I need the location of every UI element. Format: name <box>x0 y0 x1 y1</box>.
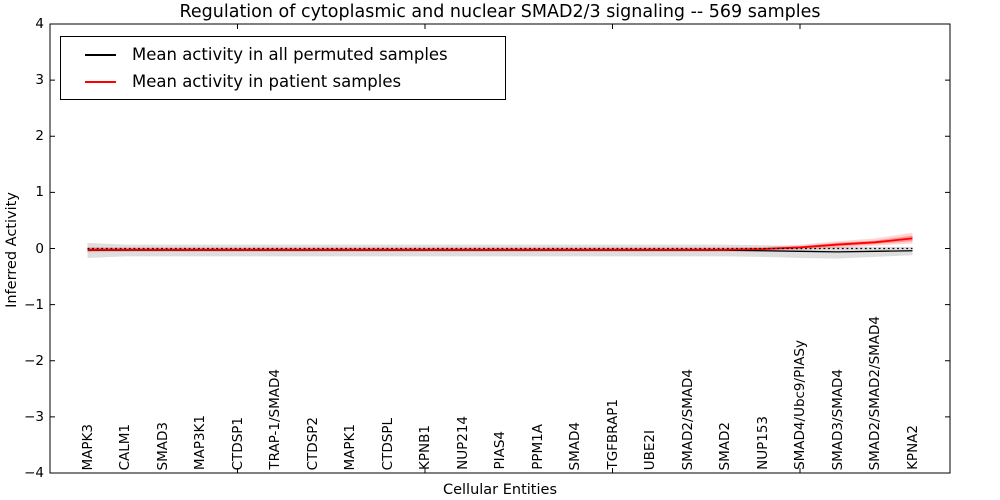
x-category-label: KPNA2 <box>904 425 921 470</box>
x-category-label: MAP3K1 <box>192 414 208 470</box>
x-category-label: SMAD2/SMAD4 <box>679 368 696 470</box>
y-tick-label: 1 <box>35 184 44 201</box>
x-category-label: SMAD3 <box>154 421 171 470</box>
legend-label: Mean activity in all permuted samples <box>132 45 448 64</box>
x-category-label: CTDSP2 <box>304 416 321 470</box>
x-category-label: MAPK3 <box>79 423 96 470</box>
legend-line-red-icon <box>85 80 116 83</box>
chart-title: Regulation of cytoplasmic and nuclear SM… <box>179 2 821 22</box>
y-tick-label: 3 <box>35 72 44 89</box>
x-category-label: PPM1A <box>529 424 546 470</box>
x-category-label: TGFBRAP1 <box>604 399 621 470</box>
x-category-label: NUP153 <box>754 416 771 470</box>
confidence-band-patient-outer <box>87 232 913 253</box>
x-category-label: MAPK1 <box>342 423 358 470</box>
x-category-label: NUP214 <box>454 416 471 470</box>
x-category-label: KPNB1 <box>417 425 433 470</box>
y-tick-label: 4 <box>35 16 44 32</box>
y-tick-label: −2 <box>24 352 44 369</box>
legend-box: Mean activity in all permuted samples Me… <box>60 36 506 100</box>
x-category-label: CTDSPL <box>379 417 396 470</box>
x-axis-title: Cellular Entities <box>442 482 558 498</box>
x-category-label: SMAD2 <box>717 421 733 470</box>
x-category-label: TRAP-1/SMAD4 <box>267 369 283 470</box>
y-tick-label: −1 <box>24 296 44 313</box>
legend-item-patient: Mean activity in patient samples <box>61 69 505 95</box>
y-axis-title: Inferred Activity <box>4 192 20 308</box>
legend-label: Mean activity in patient samples <box>132 72 402 91</box>
x-category-label: CTDSP1 <box>229 416 246 470</box>
x-category-label: SMAD4/Ubc9/PIASy <box>792 340 808 470</box>
series-patient-mean-line <box>87 237 913 251</box>
y-tick-label: 2 <box>35 128 44 145</box>
y-tick-label: −4 <box>24 465 44 481</box>
x-category-label: SMAD3/SMAD4 <box>829 368 846 470</box>
legend-line-black-icon <box>85 53 116 56</box>
y-tick-label: −3 <box>24 408 44 425</box>
y-tick-label: 0 <box>35 240 44 257</box>
legend-item-permuted: Mean activity in all permuted samples <box>61 42 505 68</box>
x-category-label: CALM1 <box>117 423 133 470</box>
x-category-label: SMAD2/SMAD2/SMAD4 <box>867 315 883 470</box>
x-category-label: SMAD4 <box>567 421 583 470</box>
x-category-label: UBE2I <box>642 429 658 470</box>
x-category-label: PIAS4 <box>492 431 508 470</box>
